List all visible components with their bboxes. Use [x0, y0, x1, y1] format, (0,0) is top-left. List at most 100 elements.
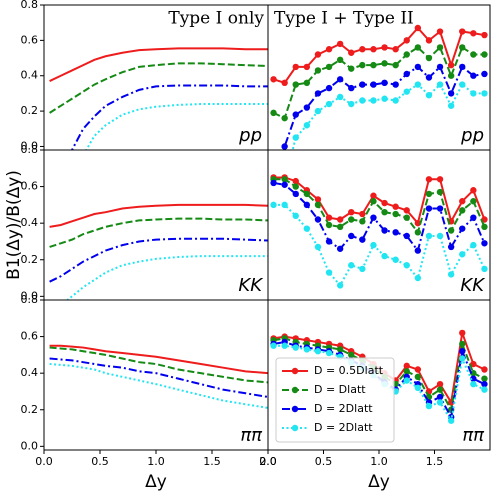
- point: [436, 176, 444, 183]
- point: [370, 46, 377, 53]
- point: [425, 190, 433, 198]
- x-axis-label: Δy: [368, 472, 390, 492]
- point: [414, 219, 422, 227]
- point: [414, 63, 422, 71]
- point: [370, 198, 377, 205]
- point: [470, 360, 477, 368]
- panel-label: pp: [460, 125, 484, 146]
- point: [270, 201, 277, 209]
- point: [381, 44, 388, 51]
- point: [403, 214, 410, 221]
- point: [381, 227, 388, 234]
- point: [325, 221, 333, 229]
- point: [392, 97, 399, 104]
- point: [336, 93, 344, 101]
- point: [436, 81, 444, 88]
- point: [392, 61, 399, 69]
- point: [270, 76, 277, 83]
- point: [470, 214, 477, 221]
- series-line: [49, 346, 268, 384]
- point: [303, 225, 311, 232]
- legend-label: D = 2Dlatt: [314, 421, 373, 434]
- point: [336, 56, 344, 64]
- point: [292, 177, 299, 185]
- point: [414, 24, 422, 32]
- point: [414, 373, 422, 381]
- point: [270, 179, 277, 187]
- x-axis-label: Δy: [145, 472, 167, 492]
- series-line: [49, 237, 268, 283]
- point: [292, 183, 299, 190]
- point: [425, 37, 433, 44]
- point: [425, 402, 433, 410]
- point: [459, 340, 466, 348]
- point: [381, 95, 388, 102]
- point: [292, 111, 299, 118]
- point: [281, 181, 288, 188]
- point: [370, 214, 377, 221]
- point: [303, 346, 311, 353]
- plot-area: [270, 24, 488, 150]
- point: [481, 90, 488, 97]
- y-tick-label: 0.2: [21, 253, 39, 266]
- point: [325, 214, 333, 221]
- point: [314, 90, 322, 97]
- point: [436, 205, 444, 212]
- series-line: [49, 363, 268, 409]
- point: [470, 30, 477, 37]
- point: [348, 216, 355, 223]
- point: [470, 380, 477, 388]
- point: [403, 262, 410, 269]
- point: [325, 84, 333, 92]
- point: [425, 232, 433, 240]
- y-tick-label: 0.6: [21, 330, 39, 343]
- point: [336, 76, 344, 83]
- point: [270, 109, 277, 117]
- point: [425, 74, 433, 81]
- point: [403, 51, 410, 58]
- y-tick-label: 0.6: [21, 33, 39, 46]
- point: [336, 282, 344, 289]
- point: [459, 355, 466, 362]
- point: [359, 236, 366, 243]
- point: [481, 223, 488, 231]
- point: [470, 241, 477, 249]
- point: [425, 176, 433, 183]
- point: [459, 329, 466, 337]
- y-axis-label: B1(Δy)/B(Δy): [4, 170, 24, 280]
- point: [292, 134, 299, 141]
- series-line: [49, 62, 268, 114]
- point: [381, 199, 388, 207]
- point: [359, 46, 366, 53]
- point: [403, 70, 410, 78]
- point: [348, 65, 355, 72]
- point: [392, 203, 399, 210]
- point: [348, 49, 355, 56]
- point: [470, 72, 477, 79]
- point: [403, 232, 410, 240]
- point: [481, 51, 488, 58]
- point: [359, 81, 366, 88]
- point: [314, 67, 322, 74]
- legend-box: [275, 357, 395, 443]
- plot-area: [270, 174, 488, 289]
- point: [403, 368, 410, 375]
- series-line: [49, 47, 268, 82]
- point: [292, 63, 299, 71]
- point: [325, 269, 333, 276]
- point: [425, 91, 433, 99]
- point: [414, 247, 422, 254]
- point: [314, 51, 322, 58]
- point: [370, 81, 377, 88]
- point: [403, 37, 410, 44]
- panel-label: KK: [238, 275, 263, 296]
- point: [281, 176, 288, 183]
- point: [392, 210, 399, 218]
- point: [481, 375, 488, 382]
- point: [436, 380, 444, 388]
- panel-title: Type I only: [168, 9, 264, 29]
- point: [359, 97, 366, 104]
- point: [403, 88, 410, 95]
- panel-title: Type I + Type II: [274, 9, 414, 29]
